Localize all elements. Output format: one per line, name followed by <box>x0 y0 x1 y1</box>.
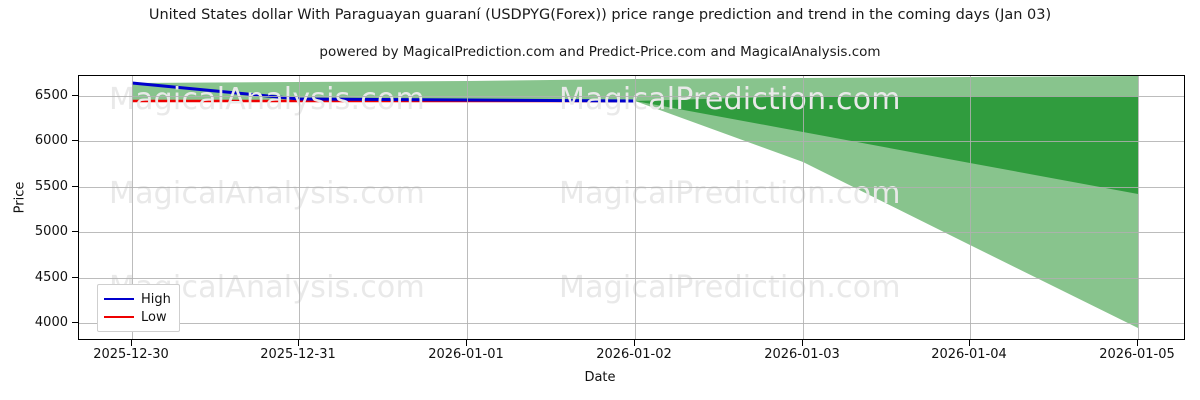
y-tick-mark <box>72 186 78 187</box>
x-tick-label-2026-01-01: 2026-01-01 <box>428 347 504 362</box>
legend-item-low: Low <box>104 308 171 326</box>
gridline-2026-01-02 <box>635 76 636 339</box>
x-tick-label-2026-01-02: 2026-01-02 <box>596 347 672 362</box>
inner-range-band <box>635 96 1138 194</box>
x-tick-label-2026-01-04: 2026-01-04 <box>931 347 1007 362</box>
gridline-2026-01-03 <box>803 76 804 339</box>
y-tick-label-4000: 4000 <box>34 315 68 330</box>
x-tick-mark <box>802 340 803 346</box>
chart-legend: High Low <box>97 284 180 332</box>
x-tick-label-2026-01-03: 2026-01-03 <box>764 347 840 362</box>
chart-svg <box>131 76 1138 328</box>
legend-label-low: Low <box>141 309 167 325</box>
chart-subtitle: powered by MagicalPrediction.com and Pre… <box>319 44 881 60</box>
y-tick-mark <box>72 277 78 278</box>
gridline-6500 <box>79 96 1184 97</box>
y-tick-mark <box>72 231 78 232</box>
x-tick-label-2026-01-05: 2026-01-05 <box>1099 347 1175 362</box>
gridline-2026-01-05 <box>1138 76 1139 339</box>
x-tick-mark <box>131 340 132 346</box>
high-price-line <box>131 81 636 103</box>
x-tick-mark <box>466 340 467 346</box>
gridline-2025-12-31 <box>299 76 300 339</box>
x-tick-label-2025-12-31: 2025-12-31 <box>260 347 336 362</box>
y-tick-mark <box>72 95 78 96</box>
legend-swatch-low-icon <box>104 315 134 319</box>
y-axis-title: Price <box>12 181 28 214</box>
gridline-5000 <box>79 232 1184 233</box>
gridline-4500 <box>79 278 1184 279</box>
x-axis-title: Date <box>584 370 616 385</box>
y-tick-label-4500: 4500 <box>34 270 68 285</box>
gridline-2026-01-04 <box>970 76 971 339</box>
chart-title: United States dollar With Paraguayan gua… <box>148 7 1052 23</box>
legend-swatch-high-icon <box>104 297 134 301</box>
y-tick-label-5000: 5000 <box>34 224 68 239</box>
x-tick-label-2025-12-30: 2025-12-30 <box>93 347 169 362</box>
gridline-4000 <box>79 323 1184 324</box>
y-tick-label-5500: 5500 <box>34 179 68 194</box>
x-tick-mark <box>634 340 635 346</box>
gridline-2025-12-30 <box>132 76 133 339</box>
legend-label-high: High <box>141 291 171 307</box>
gridline-5500 <box>79 187 1184 188</box>
y-tick-label-6500: 6500 <box>34 88 68 103</box>
x-tick-mark <box>298 340 299 346</box>
y-tick-mark <box>72 140 78 141</box>
gridline-2026-01-01 <box>467 76 468 339</box>
x-tick-mark <box>969 340 970 346</box>
y-tick-mark <box>72 322 78 323</box>
gridline-6000 <box>79 141 1184 142</box>
x-tick-mark <box>1137 340 1138 346</box>
y-tick-label-6000: 6000 <box>34 133 68 148</box>
legend-item-high: High <box>104 290 171 308</box>
plot-area: MagicalAnalysis.com MagicalPrediction.co… <box>78 75 1185 340</box>
